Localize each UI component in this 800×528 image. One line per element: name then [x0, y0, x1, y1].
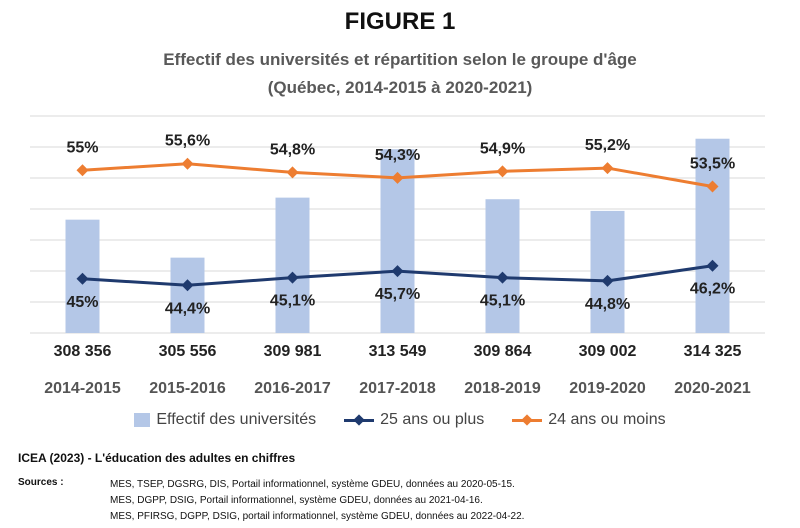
bar-2015-2016	[170, 257, 205, 333]
label-25-plus: 45,7%	[375, 286, 420, 303]
label-24-moins: 54,9%	[480, 140, 525, 157]
chart-area: 55% 55,6% 54,8% 54,3% 54,9% 55,2% 53,5% 45% 44,4…	[30, 115, 765, 397]
marker-25-plus-2017-2018	[391, 265, 404, 278]
marker-25-plus-2016-2017	[286, 271, 299, 284]
label-24-moins: 54,3%	[375, 147, 420, 164]
marker-25-plus-2018-2019	[496, 271, 509, 284]
x-tick-label: 2015-2016	[149, 380, 226, 397]
legend-label-25-plus: 25 ans ou plus	[380, 411, 485, 428]
bar-2019-2020	[590, 210, 625, 333]
label-effectif: 305 556	[159, 343, 217, 360]
marker-24-moins-2015-2016	[181, 157, 194, 170]
marker-25-plus-2015-2016	[181, 279, 194, 292]
x-tick-label: 2014-2015	[44, 380, 121, 397]
chart-subtitle: (Québec, 2014-2015 à 2020-2021)	[267, 78, 533, 97]
source-line: MES, TSEP, DGSRG, DIS, Portail informati…	[110, 479, 515, 490]
chart-title: Effectif des universités et répartition …	[163, 50, 637, 69]
source-title: ICEA (2023) - L'éducation des adultes en…	[18, 451, 296, 465]
figure-label: FIGURE 1	[344, 8, 456, 35]
marker-25-plus-2020-2021	[706, 259, 719, 272]
marker-24-moins-2018-2019	[496, 165, 509, 178]
legend-label-effectif: Effectif des universités	[156, 411, 317, 428]
source-line: MES, PFIRSG, DGPP, DSIG, portail informa…	[110, 511, 525, 522]
legend-line-swatch-24-moins	[512, 413, 543, 427]
x-axis-ticks: 2014-2015 2015-2016 2016-2017 2017-2018 2018…	[44, 380, 751, 397]
legend-line-swatch-25-plus	[344, 413, 375, 427]
marker-24-moins-2014-2015	[76, 164, 89, 177]
sources-label: Sources :	[18, 477, 64, 488]
marker-24-moins-2020-2021	[706, 180, 719, 193]
label-effectif: 309 002	[579, 343, 637, 360]
label-25-plus: 44,8%	[585, 296, 630, 313]
bar-2020-2021	[695, 138, 730, 333]
marker-24-moins-2017-2018	[391, 171, 404, 184]
label-25-plus: 45%	[66, 294, 98, 311]
source-line: MES, DGPP, DSIG, Portail informationnel,…	[110, 495, 483, 506]
legend-item-effectif: Effectif des universités	[134, 411, 316, 429]
data-labels: 55% 55,6% 54,8% 54,3% 54,9% 55,2% 53,5% 45% 44,4…	[54, 133, 742, 360]
label-25-plus: 46,2%	[690, 281, 735, 298]
legend-item-25-plus: 25 ans ou plus	[344, 411, 484, 429]
label-24-moins: 55,6%	[165, 133, 210, 150]
label-25-plus: 45,1%	[270, 293, 315, 310]
label-effectif: 314 325	[684, 343, 742, 360]
label-effectif: 309 864	[474, 343, 532, 360]
label-effectif: 308 356	[54, 343, 112, 360]
x-tick-label: 2017-2018	[359, 380, 436, 397]
label-effectif: 309 981	[264, 343, 322, 360]
label-24-moins: 53,5%	[690, 156, 735, 173]
sources-list: MES, TSEP, DGSRG, DIS, Portail informati…	[110, 477, 524, 525]
x-tick-label: 2020-2021	[674, 380, 751, 397]
bar-2016-2017	[275, 197, 310, 333]
x-tick-label: 2019-2020	[569, 380, 646, 397]
chart-legend: Effectif des universités 25 ans ou plus …	[90, 408, 710, 432]
marker-25-plus-2014-2015	[76, 272, 89, 285]
label-25-plus: 44,4%	[165, 300, 210, 317]
label-24-moins: 55%	[66, 139, 98, 156]
legend-label-24-moins: 24 ans ou moins	[548, 411, 666, 428]
bar-2018-2019	[485, 199, 520, 333]
marker-25-plus-2019-2020	[601, 274, 614, 287]
label-25-plus: 45,1%	[480, 293, 525, 310]
label-24-moins: 54,8%	[270, 141, 315, 158]
x-tick-label: 2016-2017	[254, 380, 331, 397]
line-series	[76, 157, 719, 292]
legend-item-24-moins: 24 ans ou moins	[512, 411, 666, 429]
x-tick-label: 2018-2019	[464, 380, 541, 397]
label-24-moins: 55,2%	[585, 137, 630, 154]
legend-bar-swatch	[134, 413, 151, 427]
marker-24-moins-2019-2020	[601, 162, 614, 175]
marker-24-moins-2016-2017	[286, 166, 299, 179]
label-effectif: 313 549	[369, 343, 427, 360]
